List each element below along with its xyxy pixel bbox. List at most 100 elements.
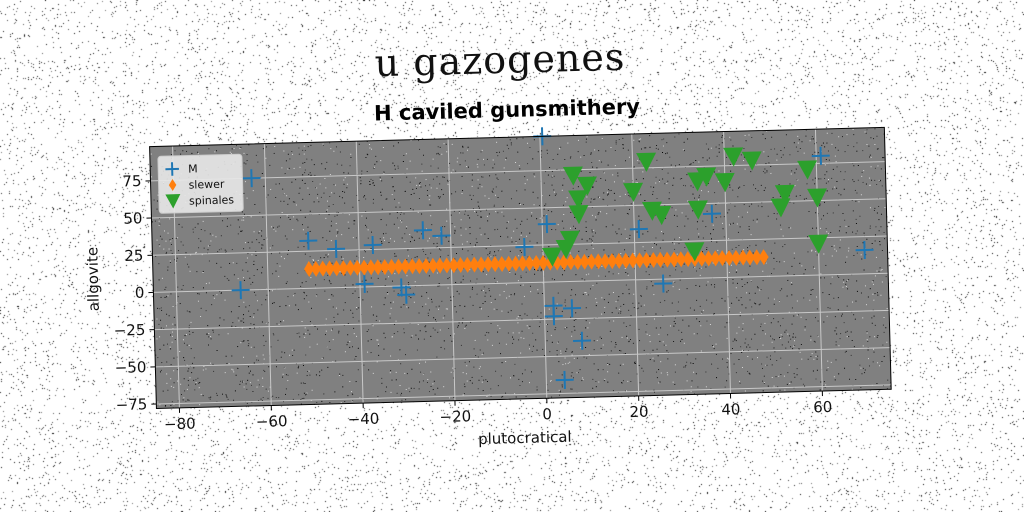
data-point	[555, 239, 576, 259]
data-point	[372, 259, 383, 276]
data-point	[634, 252, 645, 269]
data-point	[359, 259, 370, 276]
axis-ticks: −80 −60 −40 −20 0 20 40 60 −75 −50 −25 0 25 50 75	[114, 172, 833, 433]
x-gridline	[814, 129, 823, 392]
legend-label: M	[188, 162, 198, 175]
data-point	[703, 250, 714, 267]
data-point	[366, 259, 377, 276]
data-point	[483, 256, 494, 273]
data-point	[629, 220, 648, 239]
y-tick-label: 25	[124, 246, 144, 264]
legend-box	[157, 153, 244, 214]
data-point	[355, 274, 374, 293]
data-point	[562, 166, 583, 186]
data-point	[579, 253, 590, 270]
data-point	[696, 250, 707, 267]
data-point	[676, 251, 687, 268]
data-point	[299, 231, 318, 250]
data-point	[407, 258, 418, 275]
data-point	[687, 200, 708, 220]
data-point	[386, 258, 397, 275]
data-point	[607, 253, 618, 270]
y-tick-label: 75	[122, 172, 142, 190]
y-gridline	[151, 198, 887, 219]
legend-label: slewer	[188, 178, 225, 192]
data-point	[797, 160, 818, 180]
data-point	[717, 250, 728, 267]
x-tick-label: 20	[629, 403, 649, 421]
data-point	[623, 182, 644, 203]
data-point	[654, 274, 673, 293]
data-point	[774, 184, 795, 204]
data-point	[392, 278, 411, 297]
data-point	[669, 251, 680, 268]
series-0	[231, 127, 874, 389]
legend-marker	[165, 194, 181, 209]
data-point	[544, 307, 563, 326]
y-tick-label: −25	[114, 321, 146, 340]
data-point	[538, 254, 549, 271]
data-point	[476, 256, 487, 273]
data-point	[758, 249, 769, 266]
data-point	[723, 147, 744, 167]
data-point	[702, 204, 722, 223]
data-point	[636, 152, 657, 172]
data-point	[655, 251, 666, 268]
data-point	[448, 257, 459, 274]
data-point	[441, 257, 452, 274]
data-point	[524, 255, 535, 272]
y-axis-label: allgovite	[83, 247, 103, 312]
data-point	[496, 255, 507, 272]
data-point	[565, 254, 576, 271]
data-point	[600, 253, 611, 270]
data-point	[641, 252, 652, 269]
data-point	[462, 256, 473, 273]
data-point	[808, 234, 829, 254]
data-point	[714, 172, 735, 193]
data-point	[662, 251, 673, 268]
data-point	[413, 221, 432, 240]
data-point	[744, 249, 755, 266]
data-point	[568, 205, 589, 225]
x-tick-label: −40	[347, 410, 379, 429]
data-point	[432, 226, 451, 245]
x-tick-label: 0	[542, 405, 552, 423]
data-point	[428, 257, 439, 274]
data-point	[352, 259, 363, 276]
y-tick-label: −75	[115, 395, 147, 414]
data-point	[317, 260, 328, 277]
data-point	[855, 240, 874, 260]
data-point	[503, 255, 514, 272]
data-point	[731, 249, 742, 266]
plot-area	[149, 127, 892, 409]
x-tick-label: 40	[721, 400, 741, 418]
data-point	[542, 247, 563, 267]
y-tick-label: 50	[123, 209, 143, 227]
data-point	[324, 260, 335, 277]
data-point	[737, 249, 748, 266]
data-point	[576, 176, 597, 196]
data-marks	[231, 127, 874, 389]
legend-marker	[165, 162, 179, 176]
data-point	[684, 242, 705, 262]
data-point	[555, 370, 574, 389]
data-point	[572, 253, 583, 270]
y-tick-label: 0	[135, 284, 145, 302]
legend-label: spinales	[189, 193, 235, 207]
x-tick-label: 60	[813, 398, 833, 416]
data-point	[648, 251, 659, 268]
data-point	[231, 281, 250, 300]
data-point	[586, 253, 597, 270]
data-point	[327, 239, 346, 258]
data-point	[724, 250, 735, 266]
data-point	[537, 215, 556, 234]
data-point	[455, 257, 466, 274]
data-point	[304, 261, 315, 278]
data-point	[397, 285, 416, 304]
y-gridline	[153, 272, 889, 293]
data-point	[400, 258, 411, 275]
data-point	[593, 253, 604, 270]
data-point	[562, 299, 582, 318]
